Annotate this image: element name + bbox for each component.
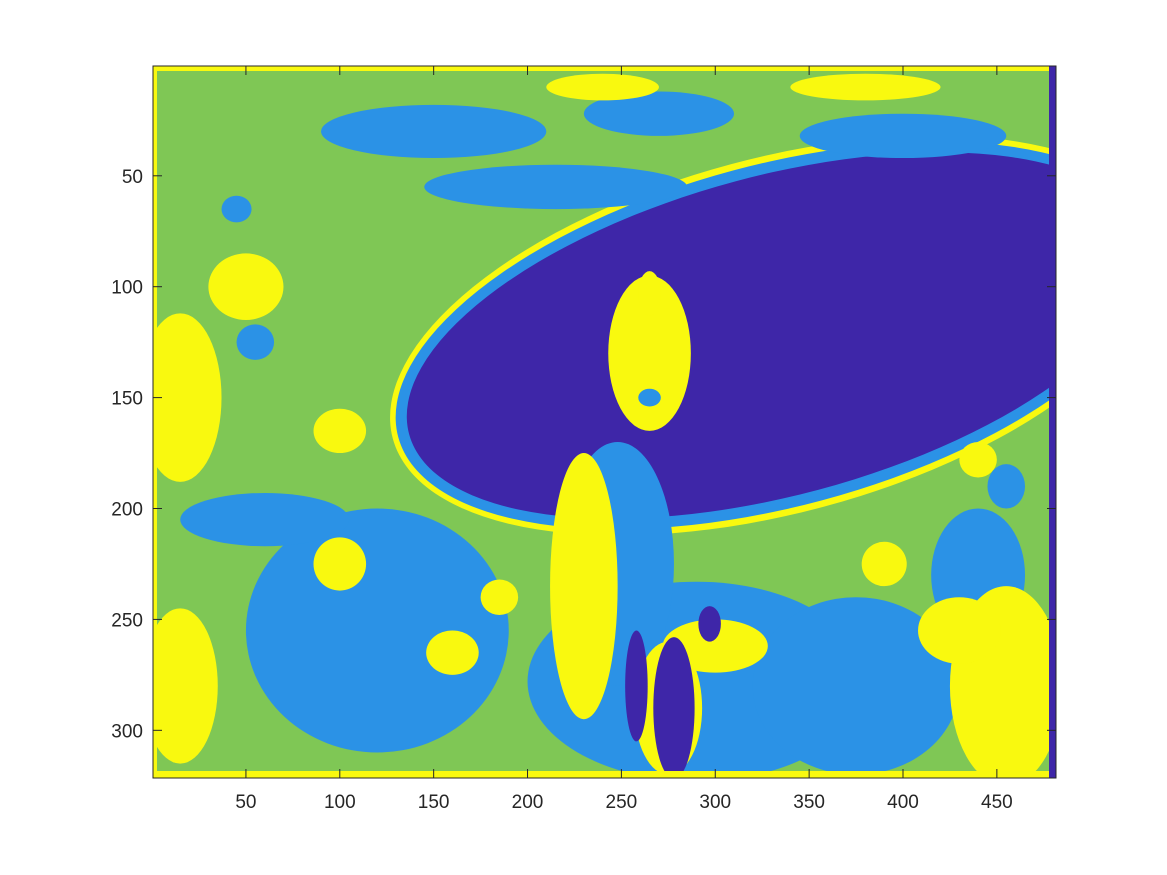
x-tick-label: 50	[235, 792, 256, 813]
heatmap-region-8	[424, 164, 688, 210]
heatmap-region-19	[313, 537, 367, 591]
x-tick-label: 350	[793, 792, 825, 813]
heatmap-regions	[153, 73, 1056, 778]
heatmap-region-9	[799, 113, 1007, 159]
x-tick-label: 300	[699, 792, 731, 813]
heatmap-edge-left	[153, 66, 157, 778]
axes-box	[152, 65, 1057, 779]
heatmap-region-25	[790, 73, 941, 101]
plot-area	[153, 66, 1056, 778]
heatmap-region-5	[752, 597, 960, 775]
heatmap-region-6	[321, 104, 547, 159]
heatmap-edge-top	[153, 66, 1056, 71]
heatmap-region-21	[480, 579, 519, 615]
heatmap-region-28	[638, 271, 661, 316]
heatmap-region-14	[153, 608, 218, 764]
heatmap-region-18	[313, 408, 367, 454]
x-tick-label: 150	[418, 792, 450, 813]
heatmap-region-16	[918, 597, 1001, 664]
heatmap-region-32	[625, 630, 648, 742]
heatmap-region-10	[180, 492, 350, 547]
heatmap-region-7	[583, 91, 735, 136]
heatmap-region-20	[426, 630, 479, 675]
heatmap-region-4	[245, 508, 509, 753]
heatmap-region-13	[153, 313, 222, 482]
heatmap-region-34	[638, 388, 661, 407]
x-tick-label: 450	[981, 792, 1013, 813]
y-tick-label: 150	[111, 389, 143, 410]
y-tick-label: 100	[111, 278, 143, 299]
x-tick-label: 100	[324, 792, 356, 813]
heatmap-region-35	[221, 195, 252, 223]
heatmap-region-27	[608, 275, 691, 431]
x-axis: 50 100 150 200 250 300 350 400 450	[235, 66, 1013, 813]
heatmap-region-2	[406, 152, 1056, 519]
heatmap-region-36	[236, 324, 275, 360]
x-tick-label: 200	[512, 792, 544, 813]
y-tick-label: 250	[111, 610, 143, 631]
heatmap-region-23	[959, 441, 997, 478]
y-axis: 50 100 150 200 250 300	[111, 167, 1056, 742]
heatmap-region-17	[208, 253, 284, 320]
y-tick-label: 50	[122, 167, 143, 188]
y-tick-label: 200	[111, 500, 143, 521]
heatmap-region-22	[861, 541, 907, 587]
heatmap-region-37	[987, 464, 1026, 509]
heatmap-edge-bottom	[153, 771, 1056, 778]
x-tick-label: 400	[887, 792, 919, 813]
heatmap-region-24	[546, 73, 659, 101]
y-tick-label: 300	[111, 721, 143, 742]
heatmap-edge-right	[1049, 66, 1056, 778]
heatmap-region-33	[698, 606, 721, 642]
heatmap-region-26	[550, 453, 618, 720]
heatmap-region-31	[653, 637, 695, 778]
x-tick-label: 250	[606, 792, 638, 813]
